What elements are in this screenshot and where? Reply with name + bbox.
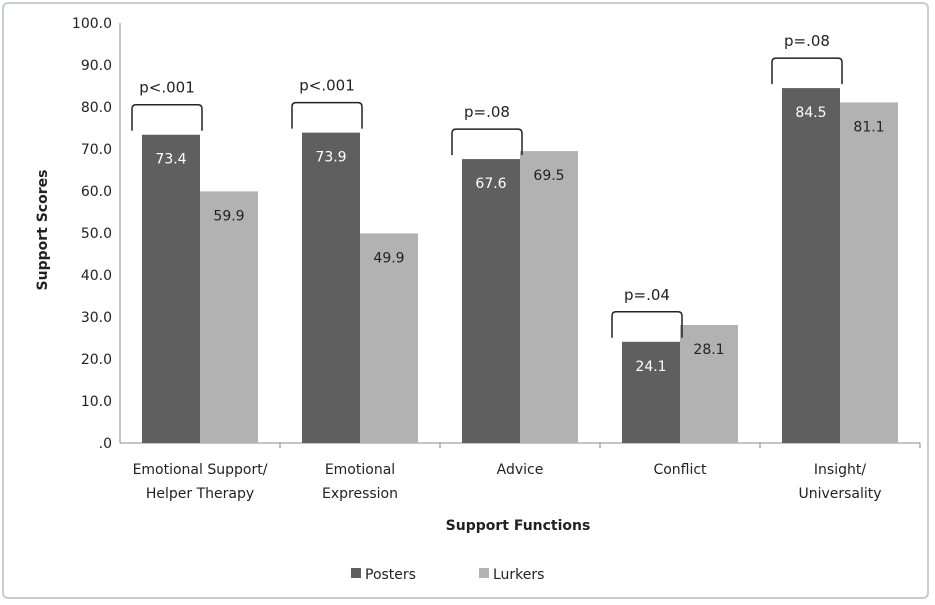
bar-lurkers	[520, 151, 578, 443]
significance-label: p<.001	[299, 77, 355, 95]
data-label: 49.9	[373, 250, 404, 266]
bar-posters	[782, 88, 840, 443]
y-tick-label: 20.0	[81, 352, 112, 368]
data-label: 24.1	[635, 359, 666, 375]
data-label: 69.5	[533, 168, 564, 184]
significance-label: p=.08	[464, 103, 510, 121]
significance-bracket	[131, 103, 203, 131]
bar-lurkers	[200, 191, 258, 443]
data-label: 28.1	[693, 342, 724, 358]
x-tick-label: Insight/	[814, 462, 866, 478]
legend-swatch-posters	[351, 568, 361, 578]
bar-posters	[622, 341, 680, 443]
data-label: 67.6	[475, 176, 506, 192]
x-tick-label: Conflict	[653, 462, 707, 478]
y-tick-label: 40.0	[81, 268, 112, 284]
legend-label: Posters	[365, 567, 416, 583]
chart-frame	[2, 2, 929, 599]
y-tick-label: 30.0	[81, 310, 112, 326]
data-label: 59.9	[213, 208, 244, 224]
x-tick-label: Universality	[798, 486, 881, 502]
y-tick-label: 60.0	[81, 184, 112, 200]
significance-bracket	[771, 57, 843, 85]
y-axis-title: Support Scores	[35, 170, 51, 291]
bar-posters	[142, 134, 200, 443]
legend-label: Lurkers	[493, 567, 544, 583]
significance-label: p=.04	[624, 286, 670, 304]
data-label: 81.1	[853, 119, 884, 135]
bar-posters	[302, 132, 360, 443]
bar-lurkers	[360, 233, 418, 443]
bar-lurkers	[840, 102, 898, 443]
x-axis-title: Support Functions	[446, 518, 591, 534]
significance-bracket	[291, 101, 363, 129]
data-label: 73.4	[155, 152, 186, 168]
significance-label: p=.08	[784, 32, 830, 50]
y-tick-label: 10.0	[81, 394, 112, 410]
x-tick-label: Helper Therapy	[146, 486, 254, 502]
data-label: 73.9	[315, 150, 346, 166]
legend-swatch-lurkers	[479, 568, 489, 578]
x-tick-label: Emotional	[325, 462, 395, 478]
x-tick-label: Advice	[497, 462, 544, 478]
significance-bracket	[611, 311, 683, 338]
y-tick-label: 70.0	[81, 142, 112, 158]
y-tick-label: 50.0	[81, 226, 112, 242]
significance-bracket	[451, 128, 523, 156]
significance-label: p<.001	[139, 79, 195, 97]
bar-lurkers	[680, 324, 738, 443]
y-tick-label: 100.0	[72, 16, 112, 32]
y-tick-label: .0	[99, 436, 112, 452]
x-tick-label: Emotional Support/	[133, 462, 268, 478]
x-tick-label: Expression	[322, 486, 398, 502]
y-tick-label: 90.0	[81, 58, 112, 74]
data-label: 84.5	[795, 105, 826, 121]
bar-posters	[462, 159, 520, 443]
y-tick-label: 80.0	[81, 100, 112, 116]
